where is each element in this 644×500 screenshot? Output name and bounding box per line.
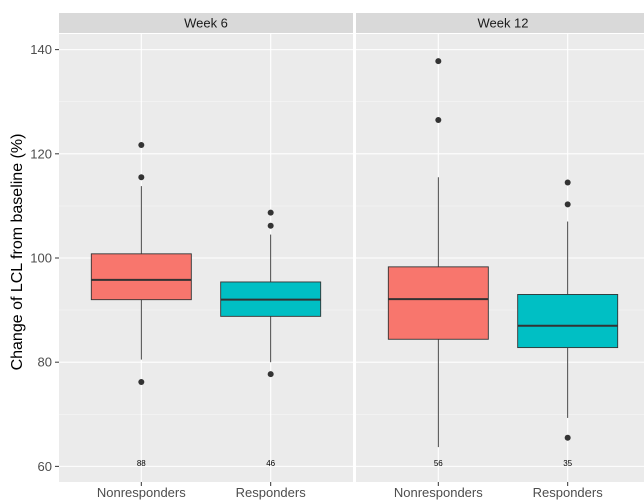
facet-strip: [356, 13, 644, 33]
y-tick-label: 80: [38, 355, 52, 370]
facet-panel: Week 12 56 35 Nonresponders Responders: [356, 13, 644, 500]
x-tick-label: Nonresponders: [394, 485, 483, 500]
box-responders: 46: [220, 209, 322, 468]
x-tick-label: Responders: [533, 485, 604, 500]
y-tick-label: 140: [30, 42, 52, 57]
outlier-point: [267, 209, 274, 216]
outlier-point: [564, 201, 571, 208]
outlier-point: [267, 371, 274, 378]
outlier-point: [138, 378, 145, 385]
box-responders: 35: [517, 179, 619, 468]
facet-strip-label: Week 12: [477, 16, 528, 31]
iqr-box: [90, 253, 192, 301]
outlier-point: [267, 222, 274, 229]
y-tick-label: 100: [30, 251, 52, 266]
outlier-point: [435, 116, 442, 123]
y-tick-label: 120: [30, 146, 52, 161]
x-tick-label: Nonresponders: [97, 485, 186, 500]
y-axis-title: Change of LCL from baseline (%): [9, 134, 26, 371]
iqr-box: [387, 266, 489, 340]
count-label: 88: [137, 459, 146, 468]
iqr-box: [517, 294, 619, 349]
box-nonresponders: 56: [387, 58, 489, 468]
facet-strip-label: Week 6: [184, 16, 228, 31]
outlier-point: [564, 434, 571, 441]
y-tick-label: 60: [38, 459, 52, 474]
count-label: 35: [563, 459, 572, 468]
panels: 60 80 100 120 140 Week 6 88 46 Nonresponders Resp…: [30, 13, 644, 500]
facet-panel: Week 6 88 46 Nonresponders Responders: [59, 13, 353, 500]
count-label: 56: [434, 459, 443, 468]
count-label: 46: [266, 459, 275, 468]
outlier-point: [138, 174, 145, 181]
x-tick-label: Responders: [236, 485, 307, 500]
outlier-point: [138, 141, 145, 148]
box-nonresponders: 88: [90, 141, 192, 468]
outlier-point: [564, 179, 571, 186]
facet-strip: [59, 13, 353, 33]
outlier-point: [435, 58, 442, 65]
